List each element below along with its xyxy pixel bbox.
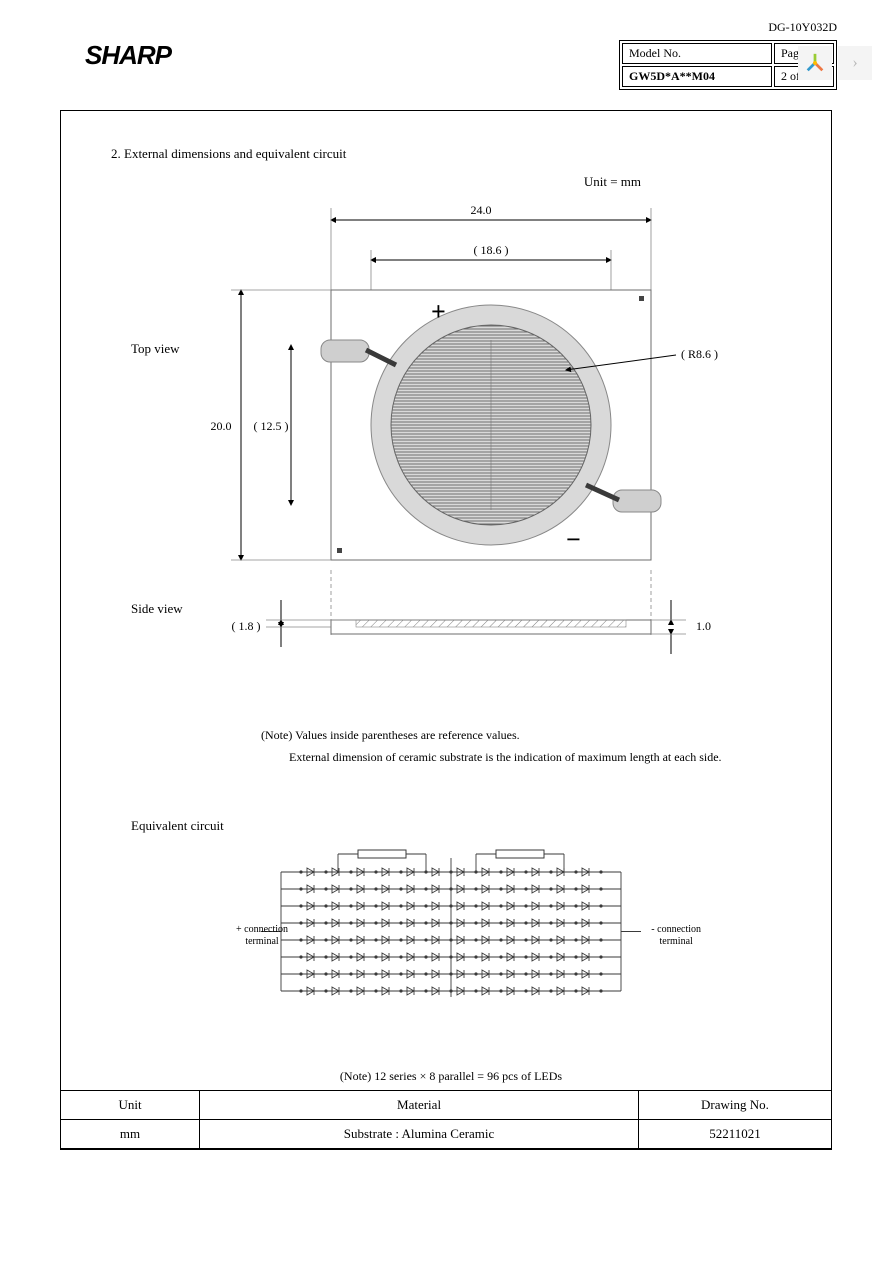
plus-terminal-label: + connectionterminal (236, 924, 288, 948)
minus-terminal-label: - connectionterminal (651, 924, 701, 948)
footer-v-drawing: 52211021 (638, 1120, 831, 1149)
page-frame: 2. External dimensions and equivalent ci… (60, 110, 832, 1150)
equivalent-circuit-diagram (261, 844, 641, 1014)
model-no-label: Model No. (622, 43, 772, 64)
footer-table: Unit Material Drawing No. mm Substrate :… (61, 1090, 831, 1149)
svg-text:24.0: 24.0 (471, 203, 492, 217)
section-title: 2. External dimensions and equivalent ci… (111, 146, 791, 162)
series-parallel-note: (Note) 12 series × 8 parallel = 96 pcs o… (111, 1069, 791, 1084)
equivalent-circuit-title: Equivalent circuit (131, 818, 791, 834)
svg-text:( 1.8 ): ( 1.8 ) (232, 619, 261, 633)
side-view-label: Side view (131, 601, 183, 617)
svg-text:+: + (431, 297, 446, 326)
host-logo-icon[interactable] (798, 46, 832, 80)
unit-label: Unit = mm (111, 174, 641, 190)
footer-h-drawing: Drawing No. (638, 1091, 831, 1120)
drawing-notes: (Note) Values inside parentheses are ref… (261, 725, 791, 768)
footer-v-unit: mm (61, 1120, 200, 1149)
svg-text:1.0: 1.0 (696, 619, 711, 633)
svg-text:20.0: 20.0 (211, 419, 232, 433)
brand-logo: SHARP (85, 40, 171, 71)
svg-text:( 12.5 ): ( 12.5 ) (254, 419, 289, 433)
note-2: External dimension of ceramic substrate … (289, 747, 791, 769)
note-1: (Note) Values inside parentheses are ref… (261, 725, 791, 747)
next-page-button[interactable]: › (838, 46, 872, 80)
top-view-label: Top view (131, 341, 180, 357)
footer-h-unit: Unit (61, 1091, 200, 1120)
svg-text:−: − (566, 525, 581, 554)
pager: › (798, 46, 872, 80)
svg-text:( R8.6 ): ( R8.6 ) (681, 347, 718, 361)
footer-h-material: Material (200, 1091, 639, 1120)
doc-code: DG-10Y032D (768, 20, 837, 35)
svg-text:( 18.6 ): ( 18.6 ) (474, 243, 509, 257)
dimension-drawing: 24.0 ( 18.6 ) (171, 190, 731, 670)
model-no-value: GW5D*A**M04 (622, 66, 772, 87)
footer-v-material: Substrate : Alumina Ceramic (200, 1120, 639, 1149)
